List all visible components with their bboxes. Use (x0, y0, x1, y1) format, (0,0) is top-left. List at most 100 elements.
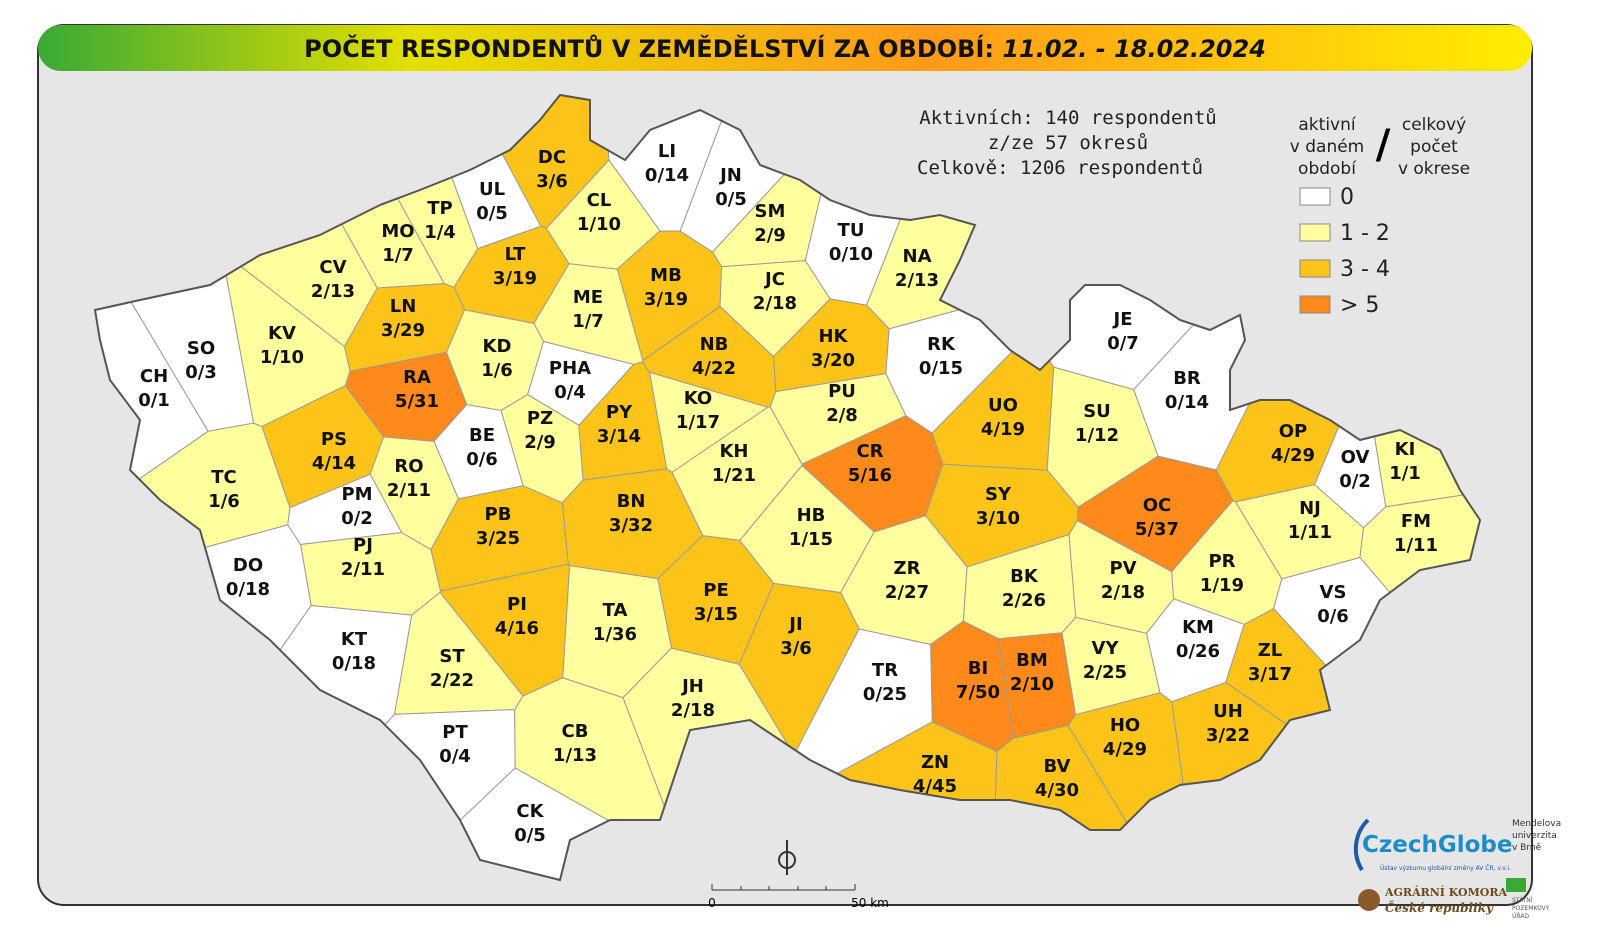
legend-swatch (1299, 223, 1331, 242)
district-code: SY (985, 484, 1012, 505)
district-code: JC (763, 269, 785, 290)
district-code: ZR (894, 558, 921, 579)
district-count: 0/4 (439, 746, 471, 767)
district-code: PS (321, 429, 347, 450)
district-code: PE (703, 580, 729, 601)
district-count: 3/25 (476, 528, 520, 549)
legend-swatch (1299, 187, 1331, 206)
district-count: 0/18 (332, 653, 376, 674)
district-code: SM (755, 201, 786, 222)
district-count: 0/7 (1107, 333, 1139, 354)
district-code: PR (1208, 551, 1235, 572)
legend-label: > 5 (1340, 293, 1379, 318)
district-code: CV (319, 257, 346, 278)
district-count: 1/10 (577, 214, 621, 235)
district-count: 2/13 (895, 270, 939, 291)
district-code: DO (233, 555, 263, 576)
logo-mendelu: univerzita (1512, 831, 1557, 841)
district-count: 1/10 (260, 347, 304, 368)
district-count: 2/18 (671, 700, 715, 721)
district-count: 1/21 (712, 465, 756, 486)
district-code: PM (341, 484, 372, 505)
summary-line: Celkově: 1206 respondentů (917, 157, 1203, 179)
district-count: 1/6 (481, 360, 513, 381)
district-count: 4/19 (981, 419, 1025, 440)
legend-heading: v okrese (1398, 159, 1470, 179)
district-count: 1/13 (553, 745, 597, 766)
district-count: 2/22 (430, 670, 474, 691)
district-code: KV (268, 323, 296, 344)
district-count: 1/11 (1288, 522, 1332, 543)
legend-label: 1 - 2 (1340, 221, 1390, 246)
district-code: TP (427, 198, 452, 219)
district-count: 4/16 (495, 618, 539, 639)
district-count: 1/12 (1075, 425, 1119, 446)
district-code: PB (485, 504, 512, 525)
district-code: ZL (1258, 640, 1283, 661)
logo-arc (1353, 818, 1370, 872)
district-count: 7/50 (956, 682, 1000, 703)
district-code: BE (469, 425, 495, 446)
district-code: VS (1320, 582, 1347, 603)
legend-swatch (1299, 259, 1331, 278)
district-count: 3/29 (381, 320, 425, 341)
district-code: MO (381, 221, 414, 242)
district-code: CK (516, 801, 544, 822)
district-code: HO (1110, 715, 1140, 736)
district-count: 3/6 (536, 171, 568, 192)
district-code: PZ (527, 408, 553, 429)
legend-separator: / (1376, 122, 1391, 168)
district-count: 3/14 (597, 426, 641, 447)
district-count: 0/14 (1165, 392, 1209, 413)
district-count: 5/16 (848, 465, 892, 486)
district-count: 2/26 (1002, 590, 1046, 611)
district-code: CB (562, 721, 589, 742)
district-count: 5/31 (395, 391, 439, 412)
district-count: 3/32 (609, 515, 653, 536)
district-code: TC (211, 467, 237, 488)
district-code: OV (1341, 447, 1370, 468)
summary-line: z/ze 57 okresů (988, 132, 1148, 154)
district-code: PJ (353, 535, 373, 556)
district-count: 0/15 (919, 358, 963, 379)
district-code: NB (700, 334, 729, 355)
district-count: 1/19 (1200, 575, 1244, 596)
district-code: RA (403, 367, 431, 388)
legend-heading: aktivní (1298, 115, 1356, 135)
district-code: KM (1182, 617, 1214, 638)
district-code: PT (442, 722, 468, 743)
district-count: 2/8 (826, 405, 858, 426)
district-count: 0/5 (715, 189, 747, 210)
district-count: 1/11 (1394, 535, 1438, 556)
district-code: BM (1016, 650, 1048, 671)
district-count: 4/22 (692, 358, 736, 379)
district-count: 0/2 (341, 508, 373, 529)
district-count: 0/26 (1176, 641, 1220, 662)
district-count: 1/7 (572, 311, 604, 332)
district-count: 4/29 (1271, 445, 1315, 466)
district-code: KI (1395, 439, 1416, 460)
logo-komora: České republiky (1385, 899, 1494, 915)
district (322, 767, 751, 880)
district-code: ME (573, 287, 603, 308)
district-code: DC (538, 147, 566, 168)
district-count: 4/45 (913, 776, 957, 797)
district-count: 2/11 (341, 559, 385, 580)
district-code: JN (718, 165, 742, 186)
district-code: TR (872, 660, 898, 681)
district-code: BN (617, 491, 646, 512)
logo-czechglobe: CzechGlobe (1362, 832, 1513, 858)
district-count: 3/20 (811, 350, 855, 371)
district-count: 5/37 (1135, 519, 1179, 540)
district-code: JE (1112, 309, 1133, 330)
district-code: BR (1173, 368, 1201, 389)
district-count: 1/15 (789, 529, 833, 550)
district-count: 1/7 (382, 245, 414, 266)
logo-spu: ÚŘAD (1512, 912, 1529, 920)
district-code: PV (1109, 558, 1136, 579)
district-code: LI (658, 141, 676, 162)
district-code: RK (927, 334, 956, 355)
district-count: 2/11 (387, 480, 431, 501)
district-code: PY (606, 402, 633, 423)
